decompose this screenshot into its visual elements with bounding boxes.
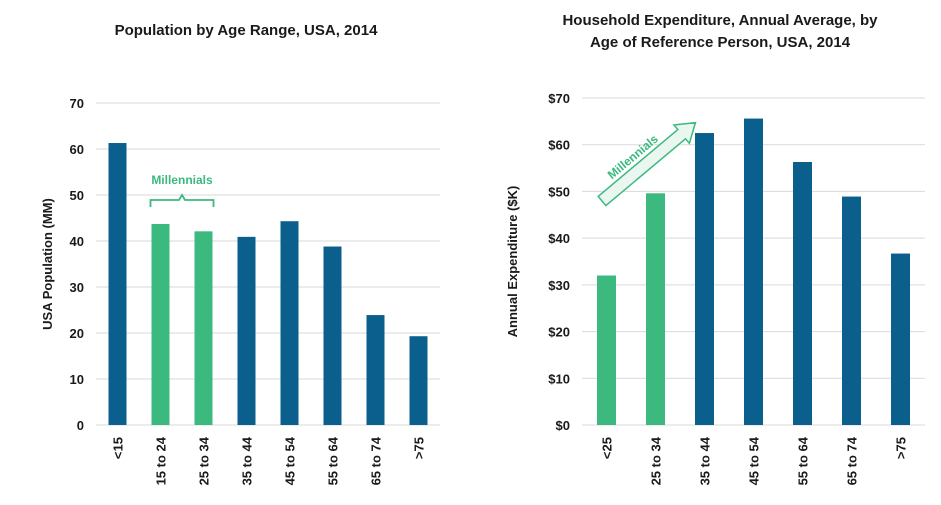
x-tick-label: 35 to 44 xyxy=(698,436,713,485)
x-tick-label: 35 to 44 xyxy=(240,436,255,485)
y-tick-label: 10 xyxy=(70,372,84,387)
x-tick-label: 15 to 24 xyxy=(154,436,169,485)
x-tick-label: 55 to 64 xyxy=(796,436,811,485)
millennials-arrow: Millennials xyxy=(597,121,697,207)
bar xyxy=(108,143,127,425)
x-tick-label: 45 to 54 xyxy=(747,436,762,485)
y-tick-label: $70 xyxy=(548,91,570,106)
x-tick-label: <25 xyxy=(600,437,615,459)
y-tick-label: 60 xyxy=(70,142,84,157)
bar xyxy=(194,231,213,425)
chart-title: Population by Age Range, USA, 2014 xyxy=(115,22,378,39)
y-axis-label: Annual Expenditure ($K) xyxy=(505,186,520,338)
bar xyxy=(366,315,385,425)
arrow-shape xyxy=(597,121,697,207)
y-tick-label: 20 xyxy=(70,326,84,341)
x-tick-label: 25 to 34 xyxy=(197,436,212,485)
x-tick-label: 55 to 64 xyxy=(326,436,341,485)
bar xyxy=(842,196,861,425)
bar xyxy=(409,336,428,425)
chart-title-line: Age of Reference Person, USA, 2014 xyxy=(590,34,851,51)
bar xyxy=(695,133,714,426)
x-tick-label: 65 to 74 xyxy=(369,436,384,485)
x-tick-label: <15 xyxy=(111,437,126,459)
y-tick-label: 50 xyxy=(70,188,84,203)
bar xyxy=(237,236,256,425)
x-tick-label: >75 xyxy=(412,437,427,459)
left-chart: Population by Age Range, USA, 2014 0 10 20 3… xyxy=(40,22,440,485)
x-tick-label: >75 xyxy=(894,437,909,459)
y-tick-label: 40 xyxy=(70,234,84,249)
bar xyxy=(323,246,342,425)
bar xyxy=(646,193,665,425)
bar xyxy=(597,275,616,425)
y-tick-label: 30 xyxy=(70,280,84,295)
y-tick-label: $20 xyxy=(548,325,570,340)
y-axis-label: USA Population (MM) xyxy=(40,198,55,330)
x-tick-label: 25 to 34 xyxy=(649,436,664,485)
y-tick-label: 0 xyxy=(77,418,84,433)
x-tick-label: 45 to 54 xyxy=(283,436,298,485)
bar xyxy=(891,253,910,425)
millennials-bracket xyxy=(149,193,215,207)
y-tick-label: $50 xyxy=(548,184,570,199)
y-tick-label: $0 xyxy=(556,418,570,433)
y-tick-label: $30 xyxy=(548,278,570,293)
right-chart: Household Expenditure, Annual Average, b… xyxy=(505,12,925,485)
y-tick-label: $40 xyxy=(548,231,570,246)
y-tick-label: 70 xyxy=(70,96,84,111)
y-tick-label: $60 xyxy=(548,138,570,153)
chart-title-line: Household Expenditure, Annual Average, b… xyxy=(562,12,878,29)
bar xyxy=(280,221,299,425)
bar xyxy=(744,118,763,425)
millennials-annotation: Millennials xyxy=(151,173,213,187)
x-tick-label: 65 to 74 xyxy=(845,436,860,485)
bar xyxy=(151,223,170,425)
bar xyxy=(793,161,812,425)
y-tick-label: $10 xyxy=(548,371,570,386)
